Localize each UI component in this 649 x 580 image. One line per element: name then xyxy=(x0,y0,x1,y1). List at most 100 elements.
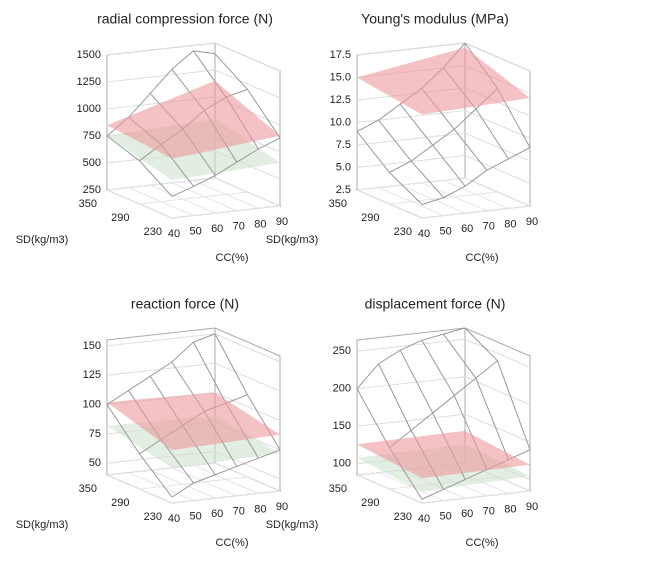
plane xyxy=(107,392,280,451)
x-tick-label: 40 xyxy=(418,228,430,240)
x-tick-label: 60 xyxy=(461,223,473,235)
surface-line xyxy=(421,147,531,205)
surface-line xyxy=(106,135,173,197)
grid-line xyxy=(356,338,531,368)
x-tick-label: 60 xyxy=(211,508,223,520)
y-tick-label: 350 xyxy=(329,483,347,495)
plane xyxy=(357,47,530,115)
x-tick-label: 80 xyxy=(254,218,266,230)
z-tick-label: 12.5 xyxy=(330,94,351,106)
grid-line xyxy=(356,413,531,443)
z-tick-label: 2.5 xyxy=(336,184,351,196)
z-tick-label: 100 xyxy=(83,398,101,410)
z-tick-label: 17.5 xyxy=(330,49,351,61)
z-tick-label: 750 xyxy=(83,130,101,142)
grid-line xyxy=(421,205,531,219)
surface-line xyxy=(171,137,281,197)
x-tick-label: 70 xyxy=(233,221,245,233)
y-tick-label: 290 xyxy=(361,497,379,509)
grid-line xyxy=(106,462,216,476)
surface-line xyxy=(464,327,531,450)
y-tick-label: 230 xyxy=(394,511,412,523)
z-tick-label: 250 xyxy=(333,345,351,357)
surface-line xyxy=(356,327,466,390)
x-tick-label: 90 xyxy=(526,216,538,228)
grid-line xyxy=(171,205,281,219)
z-tick-label: 150 xyxy=(333,420,351,432)
z-tick-label: 1250 xyxy=(77,76,101,88)
x-tick-label: 50 xyxy=(439,511,451,523)
y-tick-label: 350 xyxy=(329,198,347,210)
grid-line xyxy=(106,362,281,392)
grid-line xyxy=(106,69,281,99)
z-tick-label: 5.0 xyxy=(336,161,351,173)
surface-line xyxy=(389,360,498,449)
y-tick-label: 350 xyxy=(79,198,97,210)
surface-line xyxy=(106,333,216,405)
y-tick-label: 290 xyxy=(111,497,129,509)
z-tick-label: 250 xyxy=(83,184,101,196)
z-tick-label: 500 xyxy=(83,157,101,169)
y-tick-label: 230 xyxy=(394,226,412,238)
y-axis-label: SD(kg/m3) xyxy=(16,519,69,531)
z-tick-label: 200 xyxy=(333,383,351,395)
x-tick-label: 60 xyxy=(211,223,223,235)
plane xyxy=(357,430,530,479)
x-tick-label: 70 xyxy=(483,506,495,518)
grid-line xyxy=(356,376,531,406)
y-tick-label: 290 xyxy=(111,212,129,224)
chart-panel: Young's modulus (MPa) 2.5 5.0 7.5 10.0 12.5 15… xyxy=(266,11,538,264)
x-tick-label: 50 xyxy=(439,226,451,238)
y-tick-label: 230 xyxy=(144,511,162,523)
chart-panel: reaction force (N) 50 75 100 125 150 40 50 60 70 8… xyxy=(16,296,288,549)
z-tick-label: 50 xyxy=(89,457,101,469)
x-axis-label: CC(%) xyxy=(466,252,499,264)
x-axis-label: CC(%) xyxy=(216,537,249,549)
x-tick-label: 50 xyxy=(189,511,201,523)
grid-line xyxy=(356,154,531,184)
z-tick-label: 7.5 xyxy=(336,139,351,151)
x-tick-label: 60 xyxy=(461,508,473,520)
grid-line xyxy=(106,333,281,363)
x-tick-label: 40 xyxy=(168,513,180,525)
z-tick-label: 10.0 xyxy=(330,116,351,128)
chart-title: radial compression force (N) xyxy=(97,11,273,27)
chart-title: displacement force (N) xyxy=(365,296,506,312)
grid-line xyxy=(106,42,281,72)
y-tick-label: 290 xyxy=(361,212,379,224)
x-axis-label: CC(%) xyxy=(466,537,499,549)
plane xyxy=(107,80,280,159)
surface-line xyxy=(442,333,509,460)
grid-line xyxy=(356,177,466,191)
y-axis-label: SD(kg/m3) xyxy=(266,519,319,531)
x-tick-label: 80 xyxy=(504,503,516,515)
x-tick-label: 40 xyxy=(168,228,180,240)
x-tick-label: 90 xyxy=(276,216,288,228)
x-tick-label: 80 xyxy=(254,503,266,515)
z-tick-label: 75 xyxy=(89,428,101,440)
surface-line xyxy=(399,103,466,187)
z-tick-label: 1000 xyxy=(77,103,101,115)
y-tick-label: 230 xyxy=(144,226,162,238)
y-axis-label: SD(kg/m3) xyxy=(16,234,69,246)
surface-line xyxy=(378,119,444,198)
surface-line xyxy=(106,404,173,498)
x-tick-label: 90 xyxy=(526,501,538,513)
chart-panel: radial compression force (N) 250 500 750 100… xyxy=(16,11,288,264)
chart-panel: displacement force (N) 100 150 200 250 40 50 60… xyxy=(266,296,538,549)
x-tick-label: 50 xyxy=(189,226,201,238)
z-tick-label: 1500 xyxy=(77,49,101,61)
x-tick-label: 90 xyxy=(276,501,288,513)
z-tick-label: 15.0 xyxy=(330,71,351,83)
x-tick-label: 70 xyxy=(483,221,495,233)
surface-line xyxy=(356,131,423,205)
grid-line xyxy=(171,490,281,504)
chart-title: Young's modulus (MPa) xyxy=(361,11,509,27)
y-tick-label: 350 xyxy=(79,483,97,495)
z-tick-label: 150 xyxy=(83,340,101,352)
surface-line xyxy=(171,449,281,498)
x-tick-label: 70 xyxy=(233,506,245,518)
x-axis-label: CC(%) xyxy=(216,252,249,264)
